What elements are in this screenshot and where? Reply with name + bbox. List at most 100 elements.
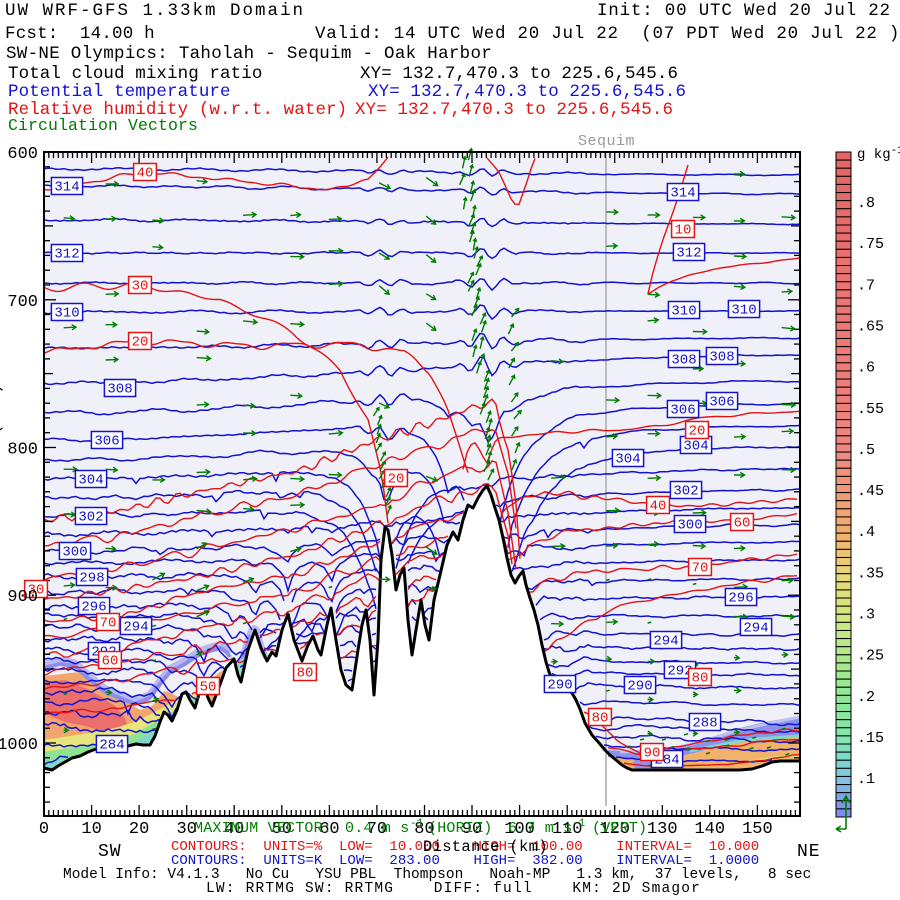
svg-text:308: 308 — [709, 350, 734, 366]
svg-text:310: 310 — [671, 304, 696, 320]
svg-text:302: 302 — [78, 510, 103, 526]
svg-text:40: 40 — [650, 499, 667, 515]
svg-text:80: 80 — [297, 666, 314, 682]
svg-text:800: 800 — [7, 441, 38, 460]
svg-text:Sequim: Sequim — [578, 133, 635, 150]
svg-text:.15: .15 — [857, 730, 884, 747]
svg-text:80: 80 — [414, 820, 434, 839]
svg-text:.3: .3 — [857, 607, 875, 624]
svg-text:314: 314 — [54, 180, 79, 196]
svg-text:Valid: 14 UTC Wed 20 Jul 22 (: Valid: 14 UTC Wed 20 Jul 22 (07 PDT Wed … — [315, 24, 900, 44]
svg-text:XY= 132.7,470.3 to 225.6,545.6: XY= 132.7,470.3 to 225.6,545.6 — [360, 64, 678, 84]
svg-text:50: 50 — [272, 820, 292, 839]
svg-text:308: 308 — [107, 382, 132, 398]
svg-text:40: 40 — [224, 820, 244, 839]
svg-text:CONTOURS: UNITS=K LOW= 283.: CONTOURS: UNITS=K LOW= 283.00 HIGH= 382.… — [171, 853, 759, 869]
svg-text:Fcst: 14.00 h: Fcst: 14.00 h — [5, 24, 155, 44]
svg-text:20: 20 — [689, 424, 706, 440]
svg-text:302: 302 — [673, 484, 698, 500]
svg-text:g kg-1: g kg-1 — [857, 145, 900, 163]
svg-text:292: 292 — [667, 664, 692, 680]
svg-text:XY= 132.7,470.3 to 225.6,545.6: XY= 132.7,470.3 to 225.6,545.6 — [355, 100, 673, 120]
svg-text:30: 30 — [176, 820, 196, 839]
svg-text:296: 296 — [728, 591, 753, 607]
svg-text:308: 308 — [671, 353, 696, 369]
svg-text:80: 80 — [692, 671, 709, 687]
svg-text:288: 288 — [692, 716, 717, 732]
svg-text:0: 0 — [39, 820, 49, 839]
svg-text:UW WRF-GFS 1.33km Domain: UW WRF-GFS 1.33km Domain — [5, 1, 305, 21]
svg-text:70: 70 — [100, 616, 117, 632]
svg-text:130: 130 — [647, 820, 678, 839]
svg-text:306: 306 — [94, 434, 119, 450]
svg-text:60: 60 — [734, 516, 751, 532]
svg-text:.45: .45 — [857, 483, 884, 500]
svg-text:Model Info: V4.1.3 No Cu Y: Model Info: V4.1.3 No Cu YSU PBL Thompso… — [63, 867, 811, 883]
svg-text:.25: .25 — [857, 648, 884, 665]
svg-text:600: 600 — [7, 145, 38, 164]
svg-text:30: 30 — [28, 583, 45, 599]
svg-text:294: 294 — [123, 620, 148, 636]
svg-text:304: 304 — [78, 473, 103, 489]
svg-text:20: 20 — [129, 820, 149, 839]
svg-text:312: 312 — [676, 246, 701, 262]
svg-text:70: 70 — [692, 561, 709, 577]
svg-text:300: 300 — [62, 545, 87, 561]
svg-text:40: 40 — [137, 166, 154, 182]
svg-text:PRESSURE (hPa): PRESSURE (hPa) — [0, 384, 5, 527]
svg-text:.7: .7 — [857, 277, 875, 294]
svg-text:120: 120 — [599, 820, 630, 839]
svg-text:.35: .35 — [857, 565, 884, 582]
svg-text:SW: SW — [98, 842, 122, 862]
svg-text:294: 294 — [653, 634, 678, 650]
svg-text:50: 50 — [200, 680, 217, 696]
svg-text:.5: .5 — [857, 442, 875, 459]
svg-text:110: 110 — [552, 820, 583, 839]
svg-text:Circulation Vectors: Circulation Vectors — [8, 116, 198, 135]
svg-text:314: 314 — [670, 186, 695, 202]
svg-text:Total cloud mixing ratio: Total cloud mixing ratio — [8, 64, 262, 84]
svg-text:(VERT): (VERT) — [592, 820, 647, 837]
svg-text:MAXIMUM VECTOR:: MAXIMUM VECTOR: — [194, 820, 332, 837]
svg-text:.2: .2 — [857, 689, 875, 706]
svg-text:NE: NE — [797, 842, 821, 862]
svg-text:.55: .55 — [857, 401, 884, 418]
svg-text:30: 30 — [132, 279, 149, 295]
svg-text:SW-NE Olympics: Taholah - Sequ: SW-NE Olympics: Taholah - Sequim - Oak H… — [6, 44, 492, 64]
svg-text:LW: RRTMG SW: RRTMG DIFF: f: LW: RRTMG SW: RRTMG DIFF: full KM: 2D Sm… — [206, 881, 701, 897]
svg-text:10: 10 — [81, 820, 101, 839]
svg-text:Relative humidity (w.r.t. wate: Relative humidity (w.r.t. water) — [8, 100, 347, 120]
svg-text:.65: .65 — [857, 319, 884, 336]
svg-text:310: 310 — [731, 303, 756, 319]
svg-text:.4: .4 — [857, 524, 875, 541]
svg-text:-1: -1 — [410, 818, 424, 830]
svg-text:80: 80 — [592, 711, 609, 727]
svg-text:60: 60 — [319, 820, 339, 839]
svg-text:.75: .75 — [857, 236, 884, 253]
svg-text:294: 294 — [743, 621, 768, 637]
svg-text:-1: -1 — [572, 818, 586, 830]
svg-text:Distance (km): Distance (km) — [423, 838, 548, 856]
svg-text:284: 284 — [99, 738, 124, 754]
svg-text:140: 140 — [694, 820, 725, 839]
svg-text:100: 100 — [504, 820, 535, 839]
svg-text:298: 298 — [79, 571, 104, 587]
svg-text:20: 20 — [388, 472, 405, 488]
svg-text:Init: 00 UTC Wed 20 Jul 22: Init: 00 UTC Wed 20 Jul 22 — [597, 1, 891, 21]
svg-text:90: 90 — [462, 820, 482, 839]
svg-text:10: 10 — [675, 223, 692, 239]
svg-text:290: 290 — [547, 678, 572, 694]
svg-text:90: 90 — [644, 746, 661, 762]
svg-text:0.4 m s: 0.4 m s — [345, 820, 409, 837]
svg-text:XY= 132.7,470.3 to 225.6,545.6: XY= 132.7,470.3 to 225.6,545.6 — [368, 82, 686, 102]
svg-text:70: 70 — [367, 820, 387, 839]
svg-text:312: 312 — [54, 247, 79, 263]
svg-text:300: 300 — [677, 518, 702, 534]
svg-text:290: 290 — [627, 679, 652, 695]
svg-text:306: 306 — [670, 403, 695, 419]
svg-text:306: 306 — [709, 395, 734, 411]
svg-text:700: 700 — [7, 293, 38, 312]
svg-text:.8: .8 — [857, 195, 875, 212]
svg-text:(HORIZ): (HORIZ) — [428, 820, 492, 837]
svg-text:900: 900 — [7, 588, 38, 607]
